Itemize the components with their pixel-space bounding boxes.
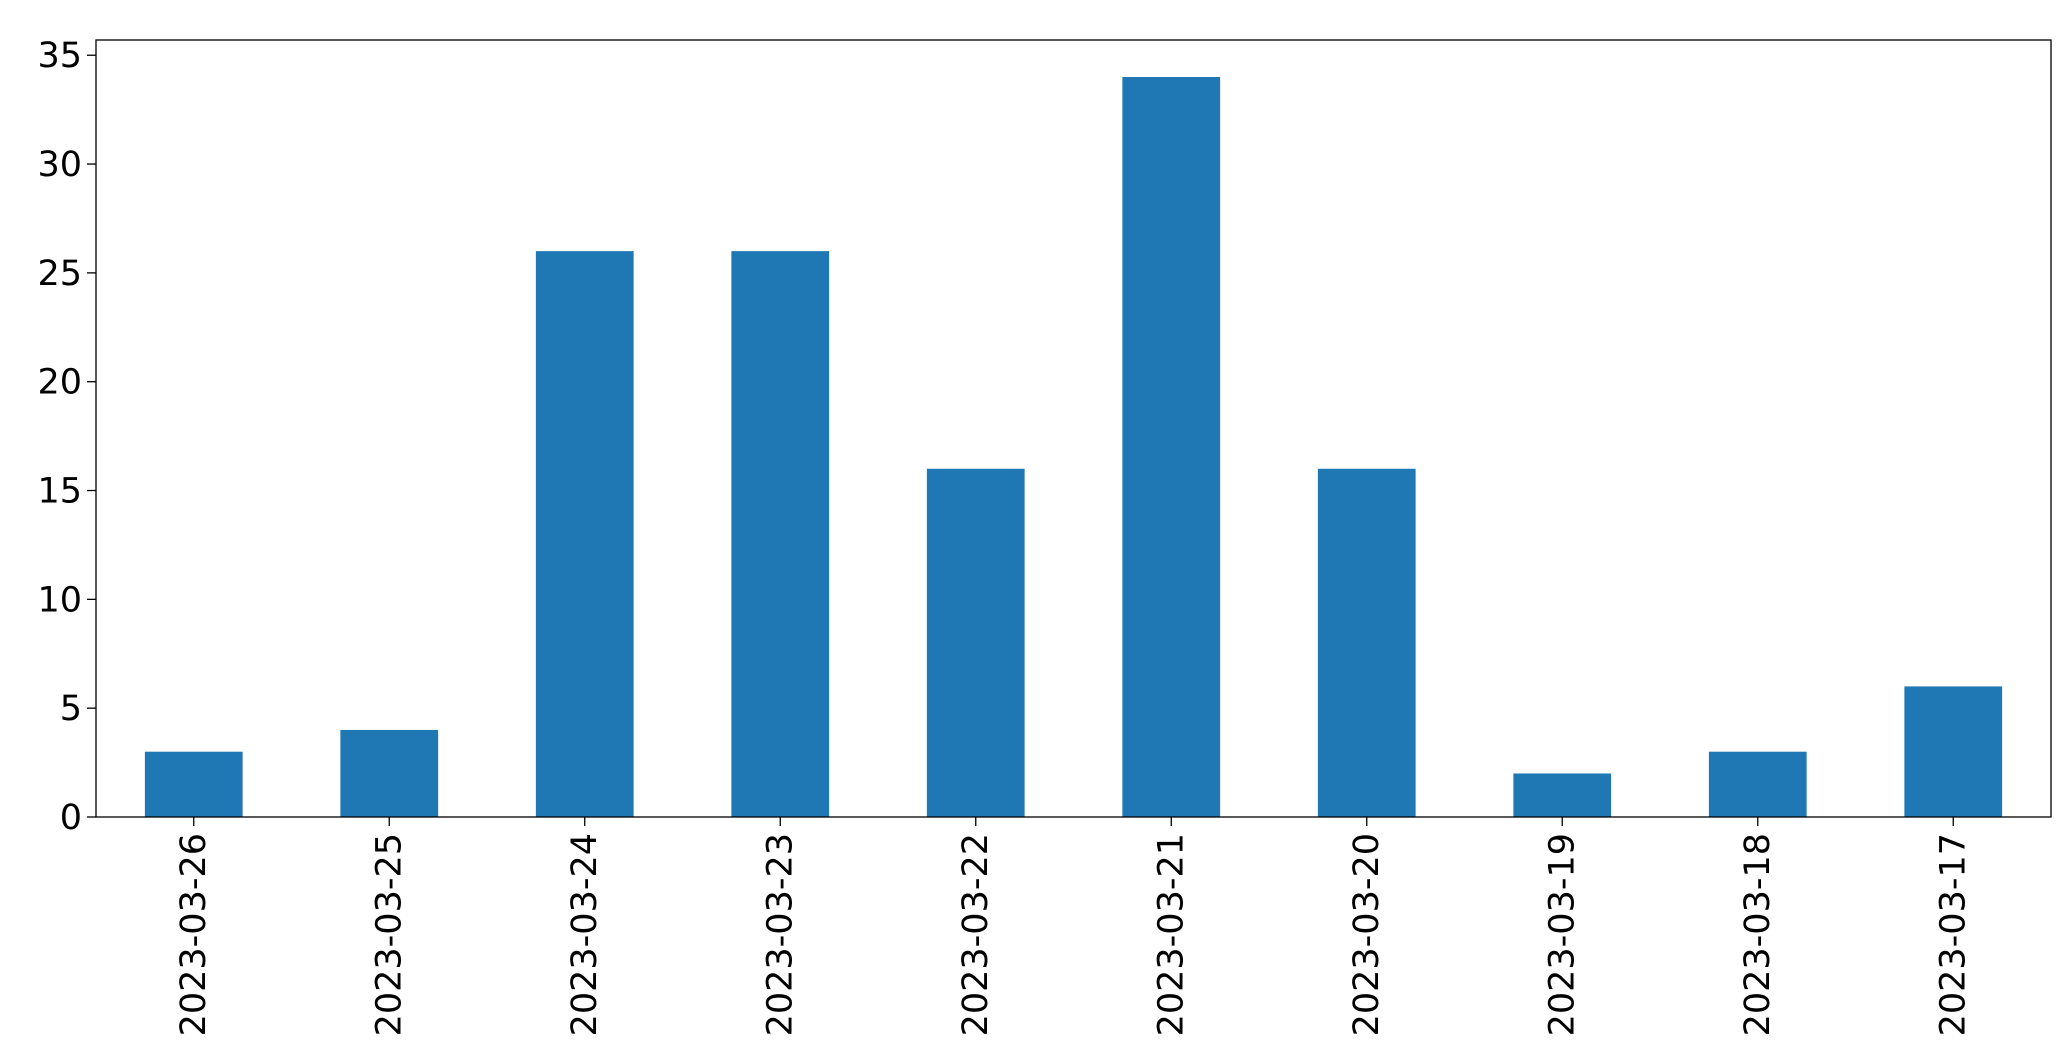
y-tick-label: 10 [37, 580, 82, 620]
x-tick-label: 2023-03-25 [369, 833, 409, 1036]
y-tick-label: 5 [60, 689, 82, 729]
bar [535, 251, 634, 817]
bar [1513, 773, 1612, 817]
y-tick-label: 20 [37, 363, 82, 403]
x-tick-label: 2023-03-24 [565, 833, 605, 1036]
y-tick-label: 15 [37, 472, 82, 512]
bar [340, 729, 439, 817]
bar [1317, 468, 1416, 817]
bar [144, 751, 243, 817]
x-tick-label: 2023-03-23 [760, 833, 800, 1036]
bar [1708, 751, 1807, 817]
x-tick-label: 2023-03-26 [174, 833, 214, 1036]
x-tick-label: 2023-03-21 [1151, 833, 1191, 1036]
y-tick-label: 25 [37, 254, 82, 294]
bar [926, 468, 1025, 817]
plot-frame [95, 39, 2052, 818]
y-tick-label: 35 [37, 36, 82, 76]
bar [731, 251, 830, 817]
bar [1122, 77, 1221, 817]
y-tick-label: 0 [60, 798, 82, 838]
x-tick-label: 2023-03-19 [1542, 833, 1582, 1036]
x-tick-label: 2023-03-18 [1738, 833, 1778, 1036]
bar [1904, 686, 2003, 817]
x-tick-label: 2023-03-17 [1933, 833, 1973, 1036]
x-tick-label: 2023-03-20 [1347, 833, 1387, 1036]
y-tick-label: 30 [37, 145, 82, 185]
x-tick-label: 2023-03-22 [956, 833, 996, 1036]
